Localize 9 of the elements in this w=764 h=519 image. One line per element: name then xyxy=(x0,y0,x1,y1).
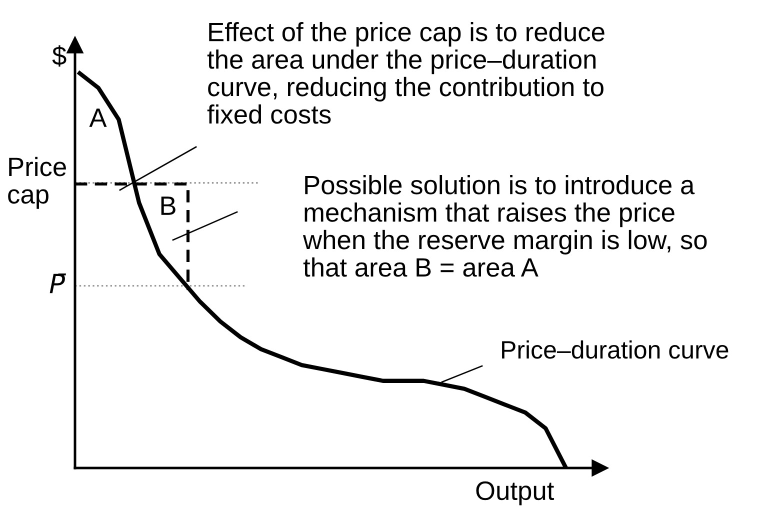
y-axis-title: $ xyxy=(52,45,66,67)
ref-line-label: P̄ xyxy=(50,273,66,294)
annotation: A xyxy=(89,108,107,127)
ref-line-label: Price cap xyxy=(8,156,66,209)
x-axis-title: Output xyxy=(476,481,554,506)
annotation: Possible solution is to introduce a mechanism that raises the price when the reserve margin is low, so that area B = area A xyxy=(302,175,707,277)
annotation: Effect of the price cap is to reduce the area under the price–duration curve, reducing the contribution to fixed costs xyxy=(207,22,604,124)
annotation: B xyxy=(161,196,176,215)
series-label: Price–duration curve xyxy=(502,340,728,359)
